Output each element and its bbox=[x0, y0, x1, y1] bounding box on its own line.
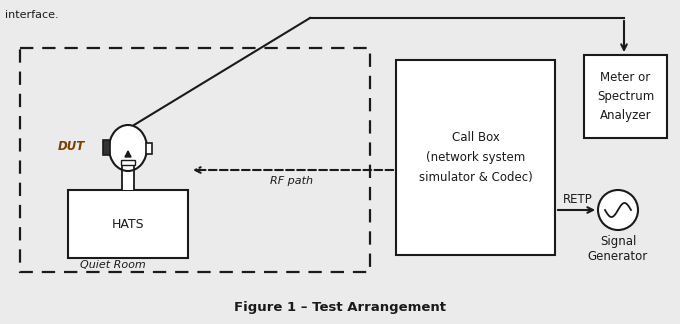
Bar bbox=[68, 190, 188, 258]
Bar bbox=[122, 169, 134, 190]
Ellipse shape bbox=[109, 125, 147, 171]
Text: HATS: HATS bbox=[112, 217, 144, 230]
Text: Signal
Generator: Signal Generator bbox=[588, 235, 648, 263]
Bar bbox=[20, 48, 370, 272]
Text: Meter or
Spectrum
Analyzer: Meter or Spectrum Analyzer bbox=[597, 71, 654, 122]
Bar bbox=[121, 160, 135, 165]
Bar bbox=[121, 160, 135, 165]
Text: DUT: DUT bbox=[58, 140, 85, 153]
Text: Quiet Room: Quiet Room bbox=[80, 260, 146, 270]
Bar bbox=[146, 143, 152, 154]
Text: interface.: interface. bbox=[5, 10, 58, 20]
Polygon shape bbox=[125, 151, 131, 157]
Bar bbox=[396, 60, 555, 255]
Text: Figure 1 – Test Arrangement: Figure 1 – Test Arrangement bbox=[234, 302, 446, 315]
Circle shape bbox=[598, 190, 638, 230]
Text: RF path: RF path bbox=[271, 176, 313, 186]
Text: RETP: RETP bbox=[563, 193, 593, 206]
Bar bbox=[584, 55, 667, 138]
Bar bbox=[103, 140, 110, 155]
Text: Call Box
(network system
simulator & Codec): Call Box (network system simulator & Cod… bbox=[419, 131, 532, 184]
